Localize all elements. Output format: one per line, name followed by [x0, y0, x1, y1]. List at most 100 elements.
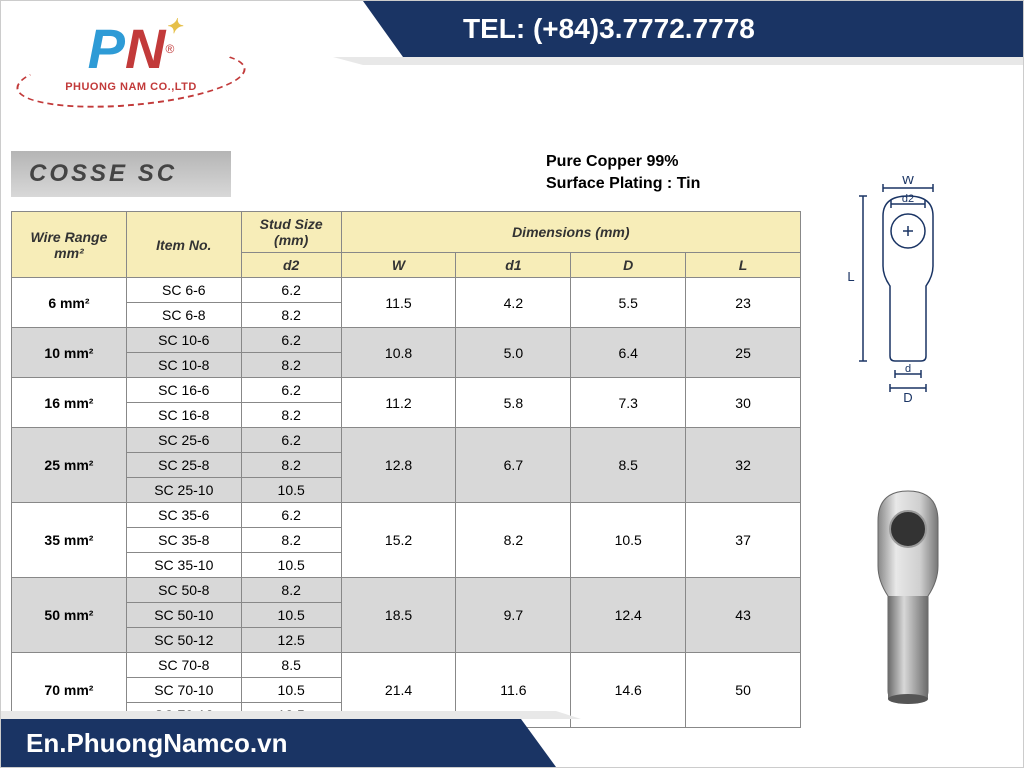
cell-item: SC 10-6 — [126, 328, 241, 353]
product-photo — [848, 481, 968, 716]
diagram-label-D: D — [903, 390, 912, 405]
cell-item: SC 50-8 — [126, 578, 241, 603]
cell-D: 6.4 — [571, 328, 686, 378]
cell-W: 11.5 — [341, 278, 456, 328]
cell-d2: 8.2 — [241, 578, 341, 603]
cell-D: 12.4 — [571, 578, 686, 653]
cell-item: SC 50-12 — [126, 628, 241, 653]
cell-d1: 9.7 — [456, 578, 571, 653]
cell-wire: 16 mm² — [12, 378, 127, 428]
cell-L: 43 — [686, 578, 801, 653]
cell-d2: 10.5 — [241, 478, 341, 503]
cell-d2: 8.5 — [241, 653, 341, 678]
dimension-diagram: W d2 L d D — [823, 176, 993, 441]
cell-item: SC 25-8 — [126, 453, 241, 478]
table-row: 6 mm²SC 6-66.211.54.25.523 — [12, 278, 801, 303]
cell-L: 30 — [686, 378, 801, 428]
th-d2: d2 — [241, 253, 341, 278]
cell-item: SC 16-8 — [126, 403, 241, 428]
cell-d1: 4.2 — [456, 278, 571, 328]
th-d1: d1 — [456, 253, 571, 278]
cell-wire: 6 mm² — [12, 278, 127, 328]
header-phone-band: TEL: (+84)3.7772.7778 — [403, 1, 1023, 57]
cell-D: 7.3 — [571, 378, 686, 428]
cell-wire: 25 mm² — [12, 428, 127, 503]
table-row: 10 mm²SC 10-66.210.85.06.425 — [12, 328, 801, 353]
cell-item: SC 16-6 — [126, 378, 241, 403]
cell-W: 10.8 — [341, 328, 456, 378]
cell-wire: 10 mm² — [12, 328, 127, 378]
cell-D: 8.5 — [571, 428, 686, 503]
cell-item: SC 6-8 — [126, 303, 241, 328]
cell-item: SC 70-10 — [126, 678, 241, 703]
cell-d1: 8.2 — [456, 503, 571, 578]
spec-table: Wire Range mm² Item No. Stud Size (mm) D… — [11, 211, 801, 728]
cell-L: 37 — [686, 503, 801, 578]
cell-D: 10.5 — [571, 503, 686, 578]
diagram-label-w: W — [902, 176, 915, 187]
cell-L: 25 — [686, 328, 801, 378]
table-row: 25 mm²SC 25-66.212.86.78.532 — [12, 428, 801, 453]
cell-d2: 8.2 — [241, 453, 341, 478]
table-row: 70 mm²SC 70-88.521.411.614.650 — [12, 653, 801, 678]
company-logo: P N ✦ ® PHUONG NAM CO.,LTD — [21, 16, 241, 93]
cell-W: 15.2 — [341, 503, 456, 578]
cell-wire: 35 mm² — [12, 503, 127, 578]
cell-d2: 12.5 — [241, 628, 341, 653]
diagram-label-L: L — [847, 269, 854, 284]
cell-item: SC 35-8 — [126, 528, 241, 553]
cell-d2: 8.2 — [241, 528, 341, 553]
cell-W: 18.5 — [341, 578, 456, 653]
header-accent — [363, 57, 1023, 65]
th-stud: Stud Size (mm) — [241, 212, 341, 253]
cell-L: 32 — [686, 428, 801, 503]
footer-url-text: En.PhuongNamco.vn — [26, 728, 287, 759]
cell-item: SC 70-8 — [126, 653, 241, 678]
cell-item: SC 25-10 — [126, 478, 241, 503]
cell-item: SC 35-6 — [126, 503, 241, 528]
diagram-label-d: d — [905, 363, 911, 375]
cell-L: 23 — [686, 278, 801, 328]
table-row: 35 mm²SC 35-66.215.28.210.537 — [12, 503, 801, 528]
footer-url-band: En.PhuongNamco.vn — [1, 719, 521, 767]
logo-subtitle: PHUONG NAM CO.,LTD — [21, 81, 241, 93]
diagram-label-d2: d2 — [902, 193, 914, 205]
logo-letter-n: N ✦ — [125, 16, 165, 81]
cell-d2: 8.2 — [241, 403, 341, 428]
material-info: Pure Copper 99% Surface Plating : Tin — [546, 151, 700, 196]
table-row: 16 mm²SC 16-66.211.25.87.330 — [12, 378, 801, 403]
cell-wire: 50 mm² — [12, 578, 127, 653]
cell-d2: 6.2 — [241, 503, 341, 528]
material-line-1: Pure Copper 99% — [546, 151, 700, 173]
cell-d2: 6.2 — [241, 378, 341, 403]
material-line-2: Surface Plating : Tin — [546, 173, 700, 195]
cell-d2: 8.2 — [241, 303, 341, 328]
spec-table-container: Wire Range mm² Item No. Stud Size (mm) D… — [11, 211, 801, 728]
footer-accent — [1, 711, 556, 719]
logo-letters: P N ✦ ® — [21, 16, 241, 81]
cell-W: 11.2 — [341, 378, 456, 428]
cell-item: SC 25-6 — [126, 428, 241, 453]
table-row: 50 mm²SC 50-88.218.59.712.443 — [12, 578, 801, 603]
th-D: D — [571, 253, 686, 278]
logo-letter-n-text: N — [125, 17, 165, 80]
cell-d2: 6.2 — [241, 428, 341, 453]
cell-L: 50 — [686, 653, 801, 728]
cell-d1: 5.0 — [456, 328, 571, 378]
cell-d2: 10.5 — [241, 603, 341, 628]
cell-D: 14.6 — [571, 653, 686, 728]
cell-d2: 10.5 — [241, 553, 341, 578]
cell-d2: 6.2 — [241, 278, 341, 303]
cell-W: 12.8 — [341, 428, 456, 503]
logo-letter-p: P — [88, 16, 125, 81]
product-title-band: COSSE SC — [11, 151, 231, 197]
cell-d2: 8.2 — [241, 353, 341, 378]
th-item: Item No. — [126, 212, 241, 278]
cell-item: SC 10-8 — [126, 353, 241, 378]
cell-item: SC 6-6 — [126, 278, 241, 303]
th-L: L — [686, 253, 801, 278]
th-dims: Dimensions (mm) — [341, 212, 800, 253]
logo-star-icon: ✦ — [165, 14, 182, 39]
cell-d1: 5.8 — [456, 378, 571, 428]
cell-item: SC 35-10 — [126, 553, 241, 578]
